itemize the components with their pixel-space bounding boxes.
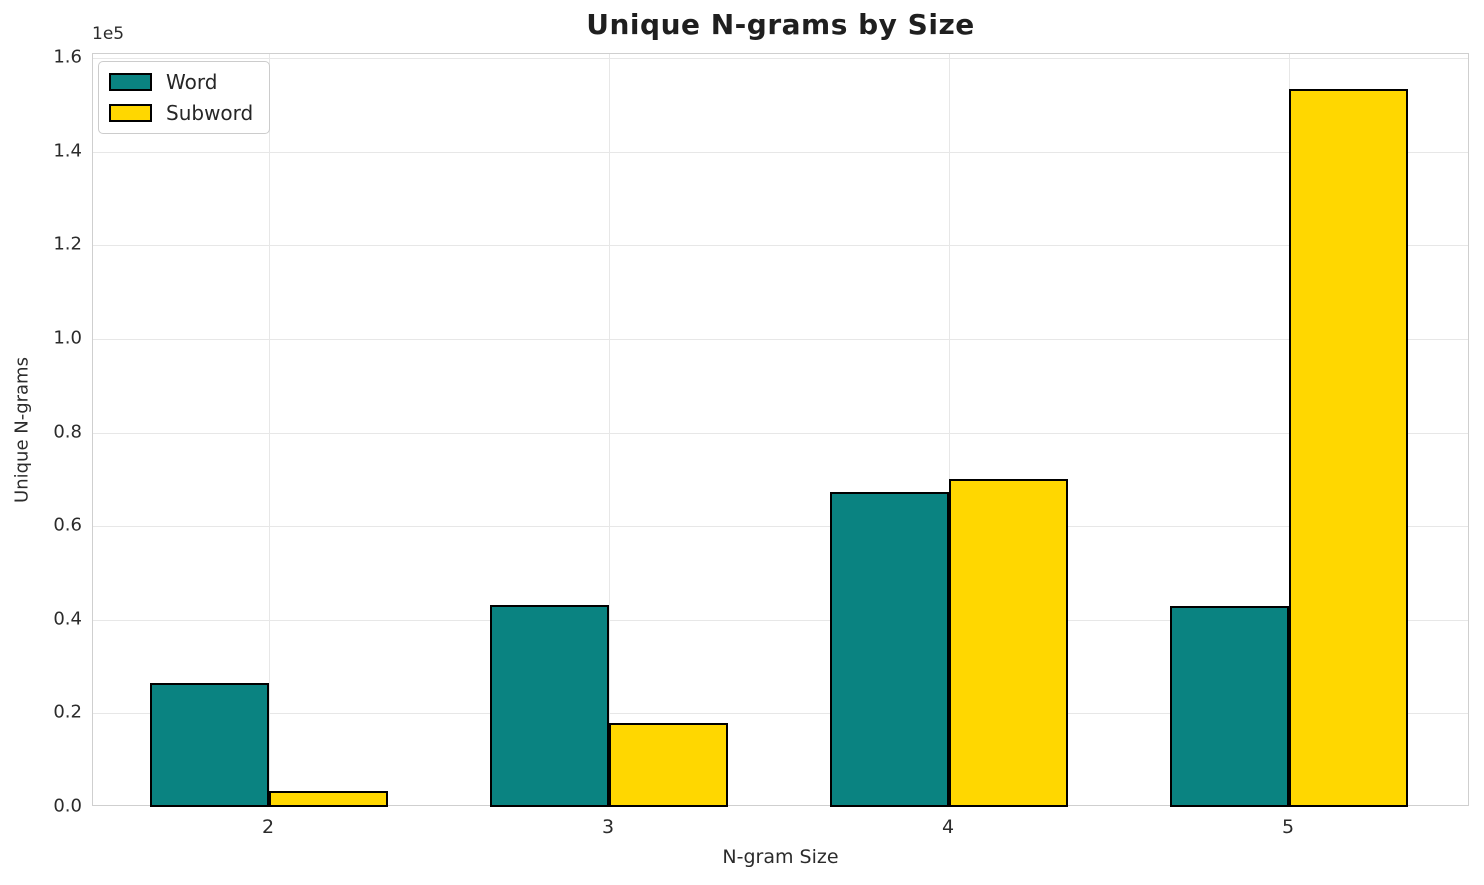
y-tick-1.6: 1.6 <box>53 46 82 68</box>
legend-label-word: Word <box>166 70 218 94</box>
gridline-v-2 <box>269 54 270 805</box>
bar-subword-4 <box>949 479 1068 807</box>
x-tick-5: 5 <box>1281 816 1295 838</box>
legend-label-subword: Subword <box>166 101 254 125</box>
y-tick-0.0: 0.0 <box>53 795 82 817</box>
gridline-h-1.2 <box>93 245 1468 247</box>
y-tick-0.8: 0.8 <box>53 421 82 443</box>
bar-word-4 <box>830 491 949 807</box>
bar-subword-5 <box>1289 89 1408 807</box>
gridline-h-1.4 <box>93 151 1468 153</box>
gridline-h-1.0 <box>93 339 1468 340</box>
y-tick-0.2: 0.2 <box>53 701 82 723</box>
y-tick-1.0: 1.0 <box>53 327 82 349</box>
y-tick-1.4: 1.4 <box>53 140 82 162</box>
legend-item-subword: Subword <box>109 101 253 125</box>
gridline-v-3 <box>609 54 610 805</box>
bar-subword-3 <box>609 722 728 807</box>
y-tick-0.6: 0.6 <box>53 514 82 536</box>
y-tick-1.2: 1.2 <box>53 233 82 255</box>
gridline-h-1.6 <box>93 58 1468 60</box>
gridline-h-0.6 <box>93 526 1468 528</box>
gridline-h-0.2 <box>93 713 1468 715</box>
legend-swatch-subword <box>109 104 152 122</box>
x-axis-label: N-gram Size <box>722 846 839 868</box>
legend-swatch-word <box>109 73 152 91</box>
bar-word-3 <box>490 604 609 807</box>
x-tick-4: 4 <box>941 816 955 838</box>
y-axis-offset-text: 1e5 <box>92 24 125 44</box>
gridline-h-0.8 <box>93 432 1468 434</box>
legend: Word Subword <box>98 61 271 134</box>
bar-subword-2 <box>269 791 388 807</box>
chart-title: Unique N-grams by Size <box>586 8 975 41</box>
legend-item-word: Word <box>109 70 253 94</box>
x-tick-3: 3 <box>601 816 615 838</box>
bar-word-5 <box>1170 606 1289 807</box>
y-tick-0.4: 0.4 <box>53 608 82 630</box>
gridline-h-0.4 <box>93 619 1468 621</box>
gridline-v-4 <box>949 54 950 805</box>
plot-area <box>92 53 1469 807</box>
bar-word-2 <box>150 682 269 807</box>
x-tick-2: 2 <box>261 816 275 838</box>
